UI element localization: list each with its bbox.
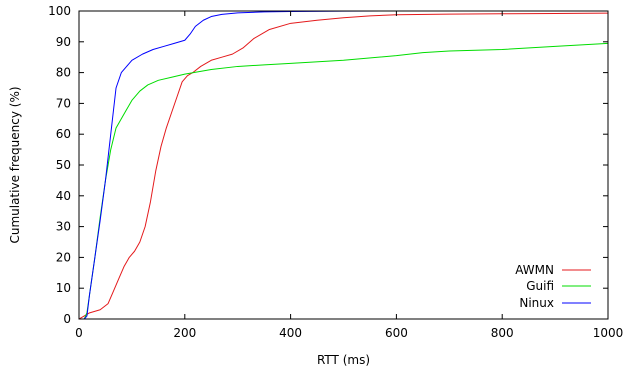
y-tick-label: 40 bbox=[56, 189, 71, 203]
x-tick-label: 0 bbox=[75, 326, 83, 340]
series-lines bbox=[78, 10, 609, 320]
y-tick-label: 30 bbox=[56, 220, 71, 234]
y-tick-label: 20 bbox=[56, 250, 71, 264]
series-line-ninux bbox=[79, 10, 608, 320]
legend-label-ninux: Ninux bbox=[519, 296, 554, 310]
x-tick-label: 1000 bbox=[593, 326, 624, 340]
series-line-awmn bbox=[78, 12, 609, 320]
x-tick-label: 600 bbox=[385, 326, 408, 340]
y-tick-label: 100 bbox=[48, 4, 71, 18]
axis-ticks: 0 200 400 600 800 1000 0 10 20 30 40 50 60 70 80 90 100 bbox=[48, 4, 623, 340]
y-tick-label: 60 bbox=[56, 127, 71, 141]
y-axis-label: Cumulative frequency (%) bbox=[8, 86, 22, 243]
legend: AWMN Guifi Ninux bbox=[515, 263, 591, 310]
y-tick-label: 0 bbox=[63, 312, 71, 326]
x-tick-label: 800 bbox=[491, 326, 514, 340]
y-tick-label: 70 bbox=[56, 96, 71, 110]
x-axis-label: RTT (ms) bbox=[317, 353, 370, 367]
y-tick-label: 50 bbox=[56, 158, 71, 172]
legend-label-awmn: AWMN bbox=[515, 263, 554, 277]
y-tick-label: 10 bbox=[56, 281, 71, 295]
y-tick-label: 90 bbox=[56, 35, 71, 49]
x-tick-label: 400 bbox=[279, 326, 302, 340]
legend-label-guifi: Guifi bbox=[526, 279, 554, 293]
x-tick-label: 200 bbox=[173, 326, 196, 340]
y-tick-label: 80 bbox=[56, 66, 71, 80]
series-line-guifi bbox=[79, 42, 609, 320]
